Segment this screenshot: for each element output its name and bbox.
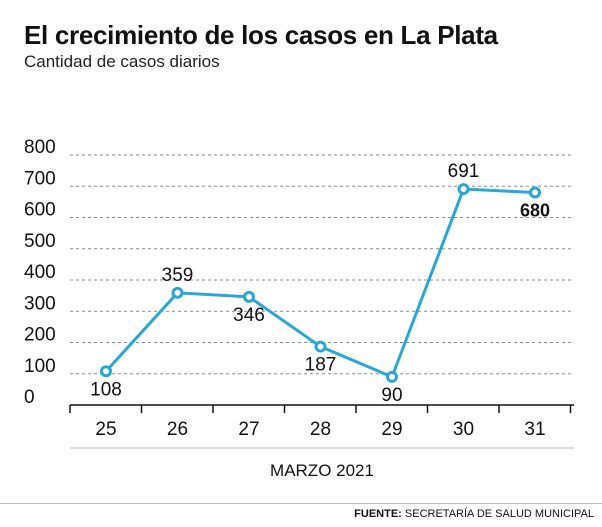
- data-label-28: 187: [305, 355, 337, 376]
- x-tick-label-26: 26: [167, 419, 188, 440]
- x-tick-label-31: 31: [524, 419, 545, 440]
- y-tick-label-200: 200: [24, 325, 56, 346]
- y-tick-label-700: 700: [24, 168, 56, 189]
- y-tick-label-400: 400: [24, 262, 56, 283]
- data-point-29: [386, 370, 398, 383]
- y-tick-label-0: 0: [24, 387, 35, 408]
- data-label-30: 691: [448, 161, 480, 182]
- y-tick-label-100: 100: [24, 356, 56, 377]
- data-point-28: [314, 340, 327, 353]
- x-tick-label-28: 28: [310, 419, 331, 440]
- x-tick-label-27: 27: [238, 419, 259, 440]
- x-axis-title: MARZO 2021: [270, 461, 374, 480]
- chart-title: El crecimiento de los casos en La Plata: [24, 20, 498, 50]
- data-point-26: [171, 286, 184, 299]
- data-point-31: [529, 186, 541, 199]
- data-label-31: 680: [520, 201, 550, 221]
- source-note: FUENTE: SECRETARÍA DE SALUD MUNICIPAL: [354, 508, 594, 520]
- data-point-25: [100, 365, 112, 378]
- y-tick-label-800: 800: [24, 137, 56, 158]
- source-text: SECRETARÍA DE SALUD MUNICIPAL: [404, 508, 594, 520]
- data-label-27: 346: [233, 305, 265, 326]
- y-tick-label-500: 500: [24, 231, 56, 252]
- x-tick-label-30: 30: [453, 419, 474, 440]
- source-label: FUENTE:: [354, 508, 402, 520]
- data-point-27: [243, 290, 255, 303]
- data-point-30: [457, 183, 470, 196]
- y-tick-label-600: 600: [24, 200, 56, 221]
- x-tick-label-29: 29: [381, 419, 402, 440]
- data-label-26: 359: [162, 265, 194, 286]
- chart-subtitle: Cantidad de casos diarios: [24, 52, 220, 71]
- footer-divider: [0, 503, 602, 504]
- x-tick-label-25: 25: [95, 419, 116, 440]
- y-tick-label-300: 300: [24, 293, 56, 314]
- data-label-29: 90: [381, 385, 402, 406]
- data-label-25: 108: [90, 379, 122, 400]
